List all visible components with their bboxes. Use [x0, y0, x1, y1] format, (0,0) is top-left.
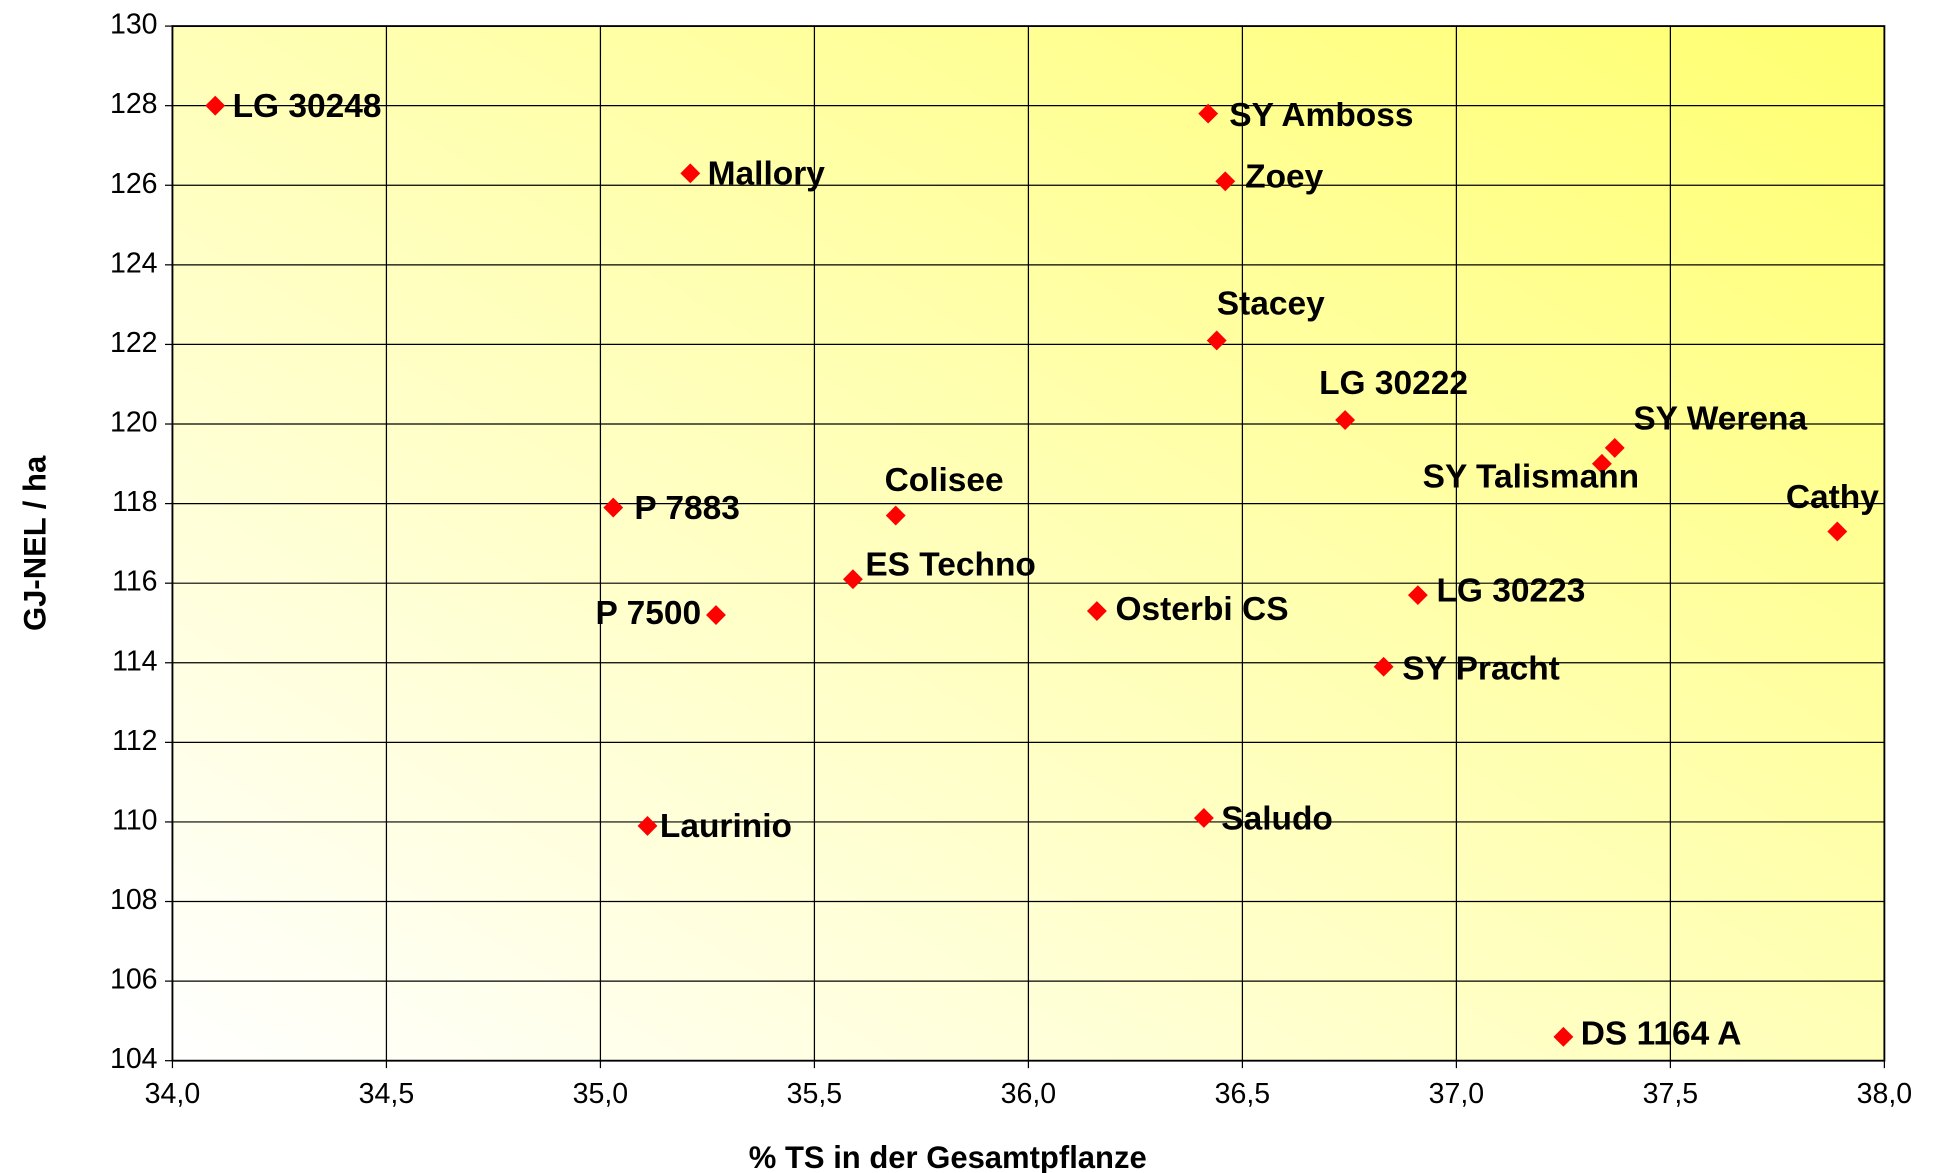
point — [1335, 410, 1356, 430]
point-label: P 7883 — [634, 490, 740, 527]
point — [603, 497, 624, 518]
y-tick-label: 106 — [110, 964, 158, 996]
y-tick-label: 124 — [110, 247, 158, 279]
point-label: Laurinio — [660, 808, 792, 845]
x-tick-label: 35,0 — [573, 1078, 629, 1110]
y-tick-label: 110 — [112, 804, 157, 836]
point — [1215, 171, 1236, 192]
y-tick-label: 112 — [112, 725, 157, 757]
point — [843, 569, 863, 590]
point-label: Osterbi CS — [1115, 591, 1288, 628]
y-tick-label: 108 — [110, 884, 158, 916]
point-label: Zoey — [1245, 159, 1324, 196]
y-tick-label: 122 — [110, 327, 158, 359]
point-label: LG 30222 — [1319, 365, 1468, 402]
y-tick-label: 120 — [110, 407, 158, 439]
point — [680, 163, 701, 184]
x-tick-label: 38,0 — [1857, 1078, 1913, 1110]
point-label: ES Techno — [865, 547, 1036, 584]
point — [205, 95, 226, 116]
point-label: Cathy — [1786, 479, 1879, 516]
y-axis-title: GJ-NEL / ha — [17, 455, 52, 631]
y-tick-label: 130 — [110, 9, 158, 41]
y-tick-label: 114 — [112, 645, 158, 677]
point — [1591, 453, 1612, 474]
x-tick-label: 36,0 — [1001, 1078, 1057, 1110]
y-tick-label: 116 — [112, 566, 157, 598]
x-axis-title: % TS in der Gesamtpflanze — [749, 1140, 1147, 1173]
point — [885, 505, 906, 526]
point-label: Saludo — [1221, 800, 1333, 837]
point-label: SY Werena — [1633, 400, 1807, 437]
point-label: SY Talismann — [1423, 459, 1640, 496]
point-label: Mallory — [708, 156, 826, 193]
x-tick-label: 37,5 — [1643, 1078, 1699, 1110]
y-tick-label: 104 — [110, 1043, 158, 1075]
point-label: SY Pracht — [1402, 650, 1560, 687]
point-label: Colisee — [885, 462, 1004, 499]
point — [1407, 585, 1428, 606]
x-tick-label: 35,5 — [787, 1078, 843, 1110]
x-tick-label: 36,5 — [1215, 1078, 1271, 1110]
x-tick-label: 34,5 — [359, 1078, 415, 1110]
point-label: LG 30223 — [1436, 572, 1585, 609]
x-tick-label: 34,0 — [145, 1078, 201, 1110]
point — [1086, 601, 1107, 621]
point — [1193, 808, 1214, 828]
y-tick-label: 128 — [110, 88, 158, 120]
point — [1604, 437, 1625, 458]
point-label: P 7500 — [596, 595, 702, 632]
point — [1206, 330, 1227, 351]
point — [1553, 1026, 1574, 1047]
plot-border — [171, 25, 1886, 1062]
point — [637, 815, 658, 836]
y-tick-label: 118 — [112, 486, 157, 518]
point — [1373, 656, 1394, 677]
point-label: DS 1164 A — [1581, 1015, 1742, 1052]
point-label: Stacey — [1217, 286, 1325, 323]
point — [1827, 521, 1848, 542]
point — [1198, 103, 1219, 124]
x-tick-label: 37,0 — [1429, 1078, 1485, 1110]
point — [706, 605, 726, 625]
point-label: LG 30248 — [233, 88, 382, 125]
y-tick-label: 126 — [110, 168, 158, 200]
point-label: SY Amboss — [1229, 97, 1413, 134]
